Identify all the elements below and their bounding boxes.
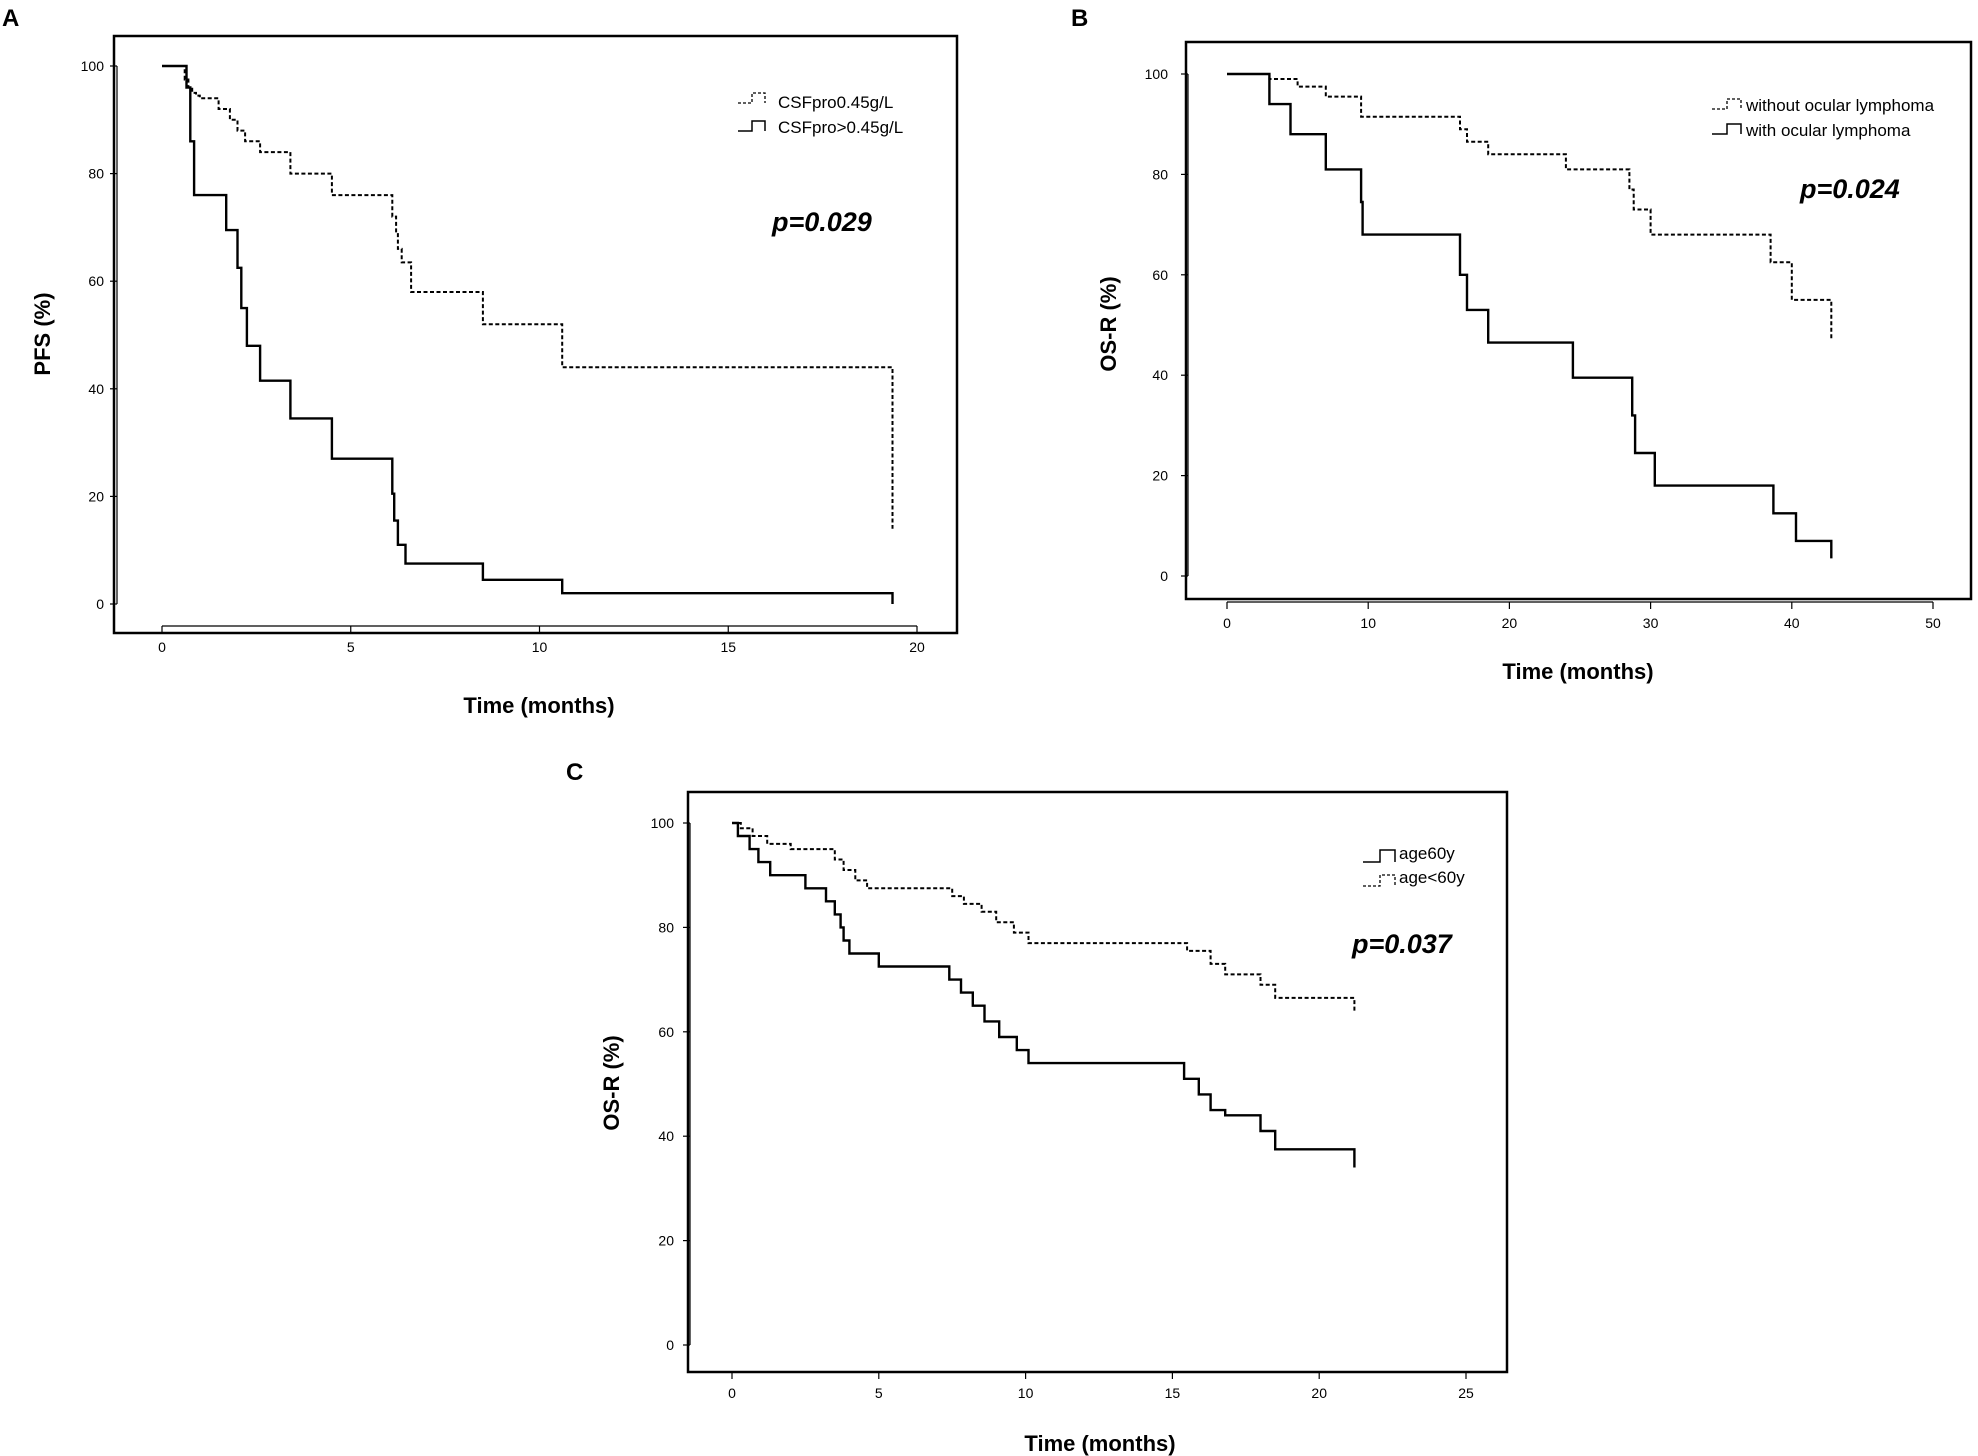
y-tick-label-b: 0 [1160, 568, 1168, 584]
panel-b: B 0 20 40 60 80 100 0 10 20 30 40 50 OS-R (%) Time… [1071, 5, 1973, 684]
x-axis-a: 0 5 10 15 20 [158, 625, 925, 655]
x-tick-label-c: 5 [875, 1385, 883, 1401]
y-axis-b: 0 20 40 60 80 100 [1145, 66, 1189, 584]
y-tick-label-c: 40 [658, 1128, 674, 1144]
legend-swatch-dashed-a [738, 92, 766, 104]
x-tick-label-a: 20 [909, 639, 925, 655]
x-tick-label-c: 15 [1165, 1385, 1181, 1401]
p-value-c: p=0.037 [1351, 929, 1454, 959]
legend-label-c-1: age<60y [1399, 868, 1465, 887]
y-tick-label-c: 20 [658, 1233, 674, 1249]
series-line-c-1 [732, 822, 1356, 1011]
x-tick-label-b: 40 [1784, 615, 1800, 631]
series-line-b-1 [1227, 72, 1833, 559]
panel-label-c: C [566, 759, 583, 786]
plot-frame-b [1184, 40, 1973, 601]
x-axis-label-a: Time (months) [463, 693, 614, 718]
p-value-a: p=0.029 [771, 207, 872, 237]
x-tick-label-a: 10 [532, 639, 548, 655]
y-axis-a: 0 20 40 60 80 100 [81, 58, 118, 612]
y-tick-label-a: 20 [88, 488, 104, 504]
panel-a: A 0 20 40 60 80 100 0 5 10 15 20 PFS (%) Time (mo… [2, 5, 959, 718]
legend-swatch-solid-a [738, 120, 766, 132]
y-axis-c: 0 20 40 60 80 100 [651, 815, 691, 1353]
series-line-c-0 [732, 821, 1356, 1168]
x-tick-label-b: 30 [1643, 615, 1659, 631]
y-tick-label-a: 0 [96, 596, 104, 612]
x-axis-label-b: Time (months) [1502, 659, 1653, 684]
x-tick-label-b: 50 [1925, 615, 1941, 631]
x-tick-label-b: 0 [1223, 615, 1231, 631]
panel-label-a: A [2, 5, 19, 32]
plot-frame-a [112, 34, 959, 635]
x-tick-label-b: 20 [1502, 615, 1518, 631]
x-tick-label-c: 25 [1458, 1385, 1474, 1401]
x-axis-c: 0 5 10 15 20 25 [728, 1371, 1474, 1401]
panel-c: C 0 20 40 60 80 100 0 5 10 15 20 25 OS-R (%) Time … [566, 759, 1509, 1456]
x-tick-label-a: 5 [347, 639, 355, 655]
y-tick-label-c: 60 [658, 1024, 674, 1040]
series-line-a-1 [162, 64, 894, 604]
legend-label-b-0: without ocular lymphoma [1745, 96, 1935, 115]
x-tick-label-a: 0 [158, 639, 166, 655]
series-lines-c [732, 821, 1356, 1168]
legend-label-a-0: CSFpro0.45g/L [778, 93, 893, 112]
y-tick-label-b: 80 [1152, 166, 1168, 182]
legend-b: without ocular lymphoma with ocular lymp… [1712, 96, 1935, 140]
x-tick-label-c: 20 [1311, 1385, 1327, 1401]
x-tick-label-c: 10 [1018, 1385, 1034, 1401]
x-tick-label-b: 10 [1360, 615, 1376, 631]
series-lines-b [1227, 72, 1833, 559]
y-tick-label-c: 0 [666, 1337, 674, 1353]
y-tick-label-a: 80 [88, 166, 104, 182]
series-line-a-0 [162, 65, 894, 529]
p-value-b: p=0.024 [1799, 174, 1900, 204]
legend-swatch-dashed-c [1363, 874, 1396, 887]
y-tick-label-a: 100 [81, 58, 105, 74]
y-axis-label-b: OS-R (%) [1096, 276, 1121, 371]
legend-swatch-dashed-b [1712, 98, 1742, 110]
legend-c: age60y age<60y [1363, 844, 1465, 887]
legend-swatch-solid-b [1712, 123, 1742, 135]
series-line-b-0 [1227, 73, 1833, 341]
y-axis-label-c: OS-R (%) [599, 1035, 624, 1130]
y-tick-label-c: 100 [651, 815, 675, 831]
y-tick-label-b: 100 [1145, 66, 1169, 82]
x-axis-b: 0 10 20 30 40 50 [1223, 601, 1941, 631]
panel-label-b: B [1071, 5, 1088, 32]
series-lines-a [162, 64, 894, 604]
y-tick-label-a: 60 [88, 273, 104, 289]
y-tick-label-c: 80 [658, 919, 674, 935]
legend-label-c-0: age60y [1399, 844, 1455, 863]
legend-swatch-solid-c [1363, 849, 1396, 863]
legend-a: CSFpro0.45g/L CSFpro>0.45g/L [738, 92, 903, 137]
legend-label-b-1: with ocular lymphoma [1745, 121, 1911, 140]
y-tick-label-b: 40 [1152, 367, 1168, 383]
x-axis-label-c: Time (months) [1024, 1431, 1175, 1456]
plot-frame-c [686, 790, 1509, 1374]
x-tick-label-c: 0 [728, 1385, 736, 1401]
y-axis-label-a: PFS (%) [30, 292, 55, 375]
x-tick-label-a: 15 [720, 639, 736, 655]
y-tick-label-b: 20 [1152, 468, 1168, 484]
y-tick-label-b: 60 [1152, 267, 1168, 283]
y-tick-label-a: 40 [88, 381, 104, 397]
legend-label-a-1: CSFpro>0.45g/L [778, 118, 903, 137]
